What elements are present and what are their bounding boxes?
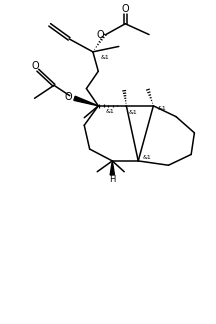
Text: &1: &1 [143, 155, 151, 160]
Text: O: O [65, 92, 72, 101]
Text: &1: &1 [158, 106, 166, 110]
Text: &1: &1 [100, 55, 109, 60]
Polygon shape [110, 161, 114, 175]
Text: &1: &1 [129, 110, 137, 115]
Text: H: H [109, 175, 116, 184]
Text: O: O [121, 4, 129, 14]
Polygon shape [74, 96, 98, 106]
Text: O: O [32, 61, 40, 71]
Text: O: O [97, 29, 104, 40]
Text: &1: &1 [106, 109, 114, 114]
